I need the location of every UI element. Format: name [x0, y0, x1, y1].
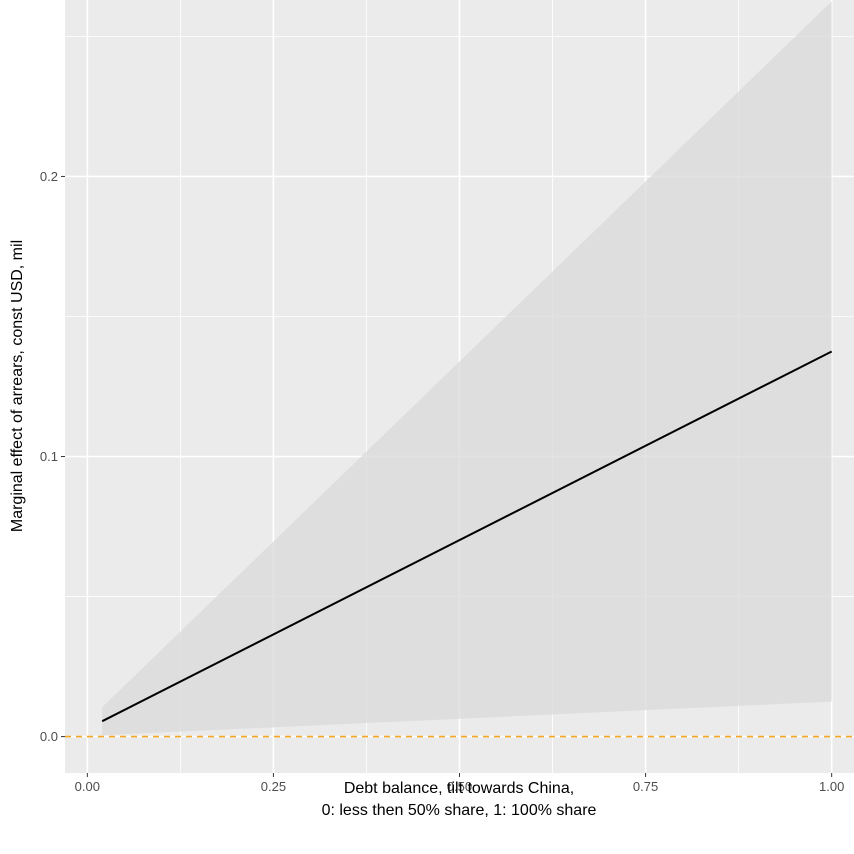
x-tick-label: 0.00	[75, 779, 100, 794]
x-tick-label: 0.25	[261, 779, 286, 794]
x-axis-title-line-1: Debt balance, tilt towards China,	[344, 780, 574, 797]
marginal-effect-line	[101, 350, 833, 723]
y-axis-ticks: 0.0 0.1 0.2	[40, 169, 65, 744]
y-axis-title: Marginal effect of arrears, const USD, m…	[9, 240, 26, 532]
x-axis-title-line-2: 0: less then 50% share, 1: 100% share	[322, 802, 597, 819]
x-tick-label: 1.00	[819, 779, 844, 794]
y-tick-label: 0.1	[40, 449, 58, 464]
y-tick-label: 0.0	[40, 729, 58, 744]
confidence-band	[102, 1, 832, 736]
x-tick-label: 0.75	[633, 779, 658, 794]
x-axis-ticks: 0.00 0.25 0.50 0.75 1.00	[75, 773, 844, 794]
y-tick-label: 0.2	[40, 169, 58, 184]
x-tick-label: 0.50	[447, 779, 472, 794]
